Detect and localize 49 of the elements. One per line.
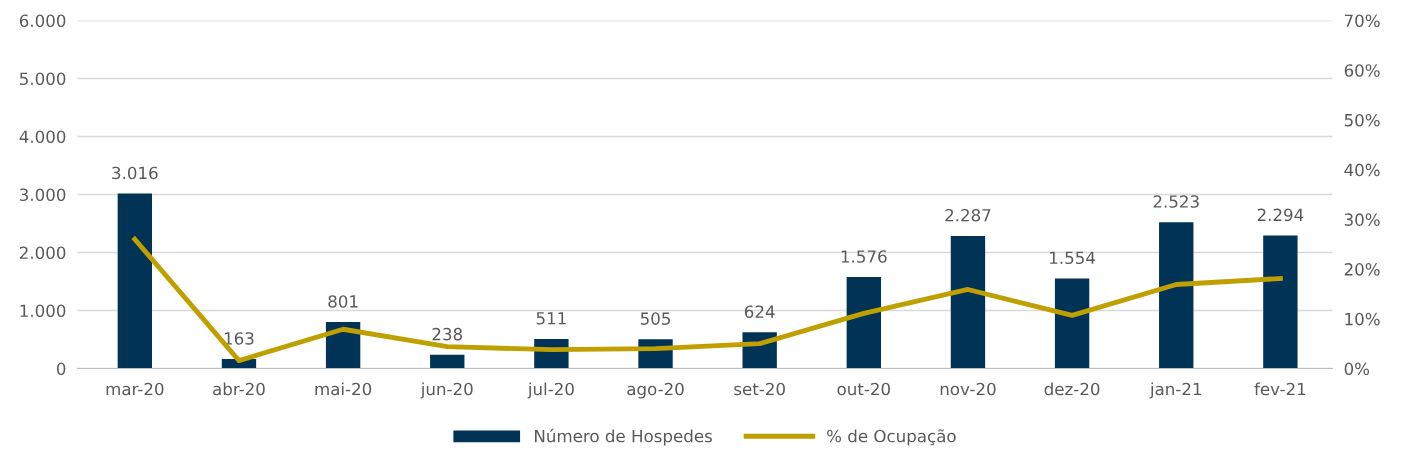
data-label: 163 <box>224 332 254 345</box>
y-tick-label: 1.000 <box>20 304 66 318</box>
bar <box>1159 222 1194 369</box>
x-tick-label: out-20 <box>837 382 890 396</box>
data-label: 238 <box>432 327 463 341</box>
x-tick-label: mai-20 <box>315 382 372 396</box>
data-label: 3.016 <box>112 166 158 180</box>
x-tick-label: jan-21 <box>1149 382 1202 399</box>
x-tick-label: abr-20 <box>213 382 265 396</box>
bar <box>430 354 465 369</box>
data-label: 505 <box>640 312 670 325</box>
data-label: 2.523 <box>1153 195 1199 208</box>
bar <box>950 235 986 369</box>
bar <box>1054 278 1090 369</box>
y-tick-label: 3.000 <box>20 188 66 202</box>
y2-tick-label: 10% <box>1345 312 1380 326</box>
y2-tick-label: 50% <box>1344 113 1380 127</box>
x-tick-label: jun-20 <box>420 382 473 399</box>
x-tick-label: mar-20 <box>106 382 164 396</box>
y-tick-label: 0 <box>56 362 66 376</box>
y-tick-label: 2.000 <box>19 246 66 260</box>
x-tick-label: dez-20 <box>1044 382 1100 396</box>
x-tick-label: ago-20 <box>627 382 684 399</box>
y2-tick-label: 40% <box>1344 163 1380 177</box>
bar <box>117 193 153 369</box>
data-label: 624 <box>744 305 775 319</box>
data-label: 2.294 <box>1257 208 1304 222</box>
data-label: 511 <box>536 312 566 325</box>
x-tick-label: set-20 <box>734 382 785 396</box>
y2-tick-label: 0% <box>1344 362 1370 376</box>
data-label: 2.287 <box>945 208 991 222</box>
data-label: 801 <box>328 295 358 308</box>
y2-tick-label: 20% <box>1344 263 1380 276</box>
line-series <box>132 236 1283 364</box>
legend-label: Número de Hospedes <box>535 428 712 446</box>
x-tick-label: nov-20 <box>940 382 996 396</box>
y-tick-label: 6.000 <box>19 14 66 28</box>
x-tick-label: fev-21 <box>1254 382 1306 396</box>
y2-tick-label: 30% <box>1344 213 1380 226</box>
bar <box>846 277 881 369</box>
data-label: 1.576 <box>841 250 887 263</box>
y2-tick-label: 60% <box>1344 64 1380 77</box>
y-tick-label: 4.000 <box>19 130 66 144</box>
y2-tick-label: 70% <box>1344 14 1380 28</box>
legend-label: % de Ocupação <box>827 429 956 446</box>
bar <box>1263 235 1298 369</box>
y-tick-label: 5.000 <box>20 72 66 86</box>
data-label: 1.554 <box>1050 251 1096 265</box>
x-tick-label: jul-20 <box>527 382 574 399</box>
